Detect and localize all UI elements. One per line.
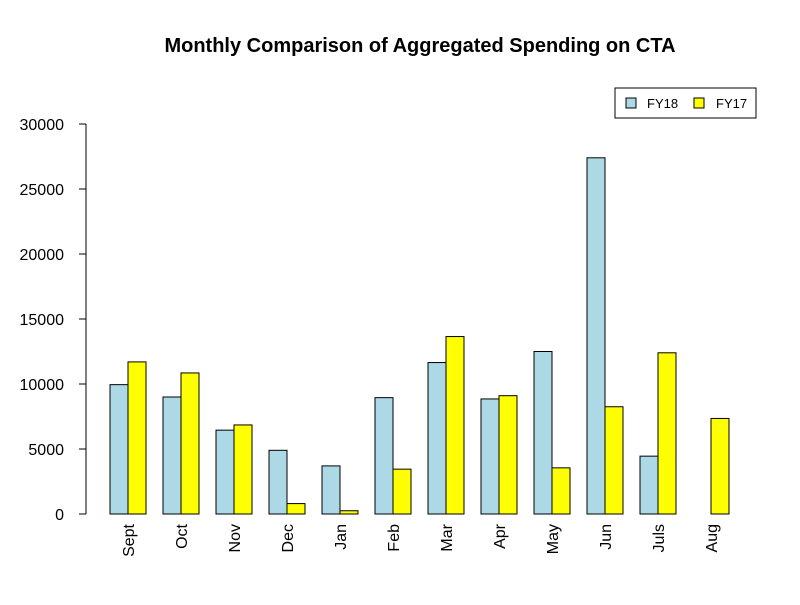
legend-box — [614, 87, 757, 119]
bar-fy18-jun — [586, 157, 606, 515]
bar-fy17-apr — [498, 395, 518, 515]
bar-fy17-sept — [127, 361, 147, 515]
x-tick-label-sept: Sept — [121, 523, 138, 556]
y-tick-label: 15000 — [20, 312, 65, 329]
bar-fy17-feb — [392, 468, 412, 515]
legend-swatch-fy17 — [693, 97, 705, 109]
x-tick-label-apr: Apr — [492, 523, 509, 549]
x-tick-label-jan: Jan — [333, 524, 350, 550]
x-tick-label-feb: Feb — [386, 524, 403, 552]
bar-fy18-feb — [374, 397, 394, 515]
x-tick-label-nov: Nov — [227, 524, 244, 552]
bar-fy17-oct — [180, 372, 200, 515]
bar-fy18-may — [533, 351, 553, 515]
x-tick-label-jun: Jun — [598, 524, 615, 550]
y-tick-label: 25000 — [20, 182, 65, 199]
bar-fy17-dec — [286, 503, 306, 515]
x-tick-label-juls: Juls — [651, 524, 668, 552]
y-tick-label: 5000 — [28, 442, 64, 459]
bar-fy18-dec — [268, 449, 288, 515]
x-tick-label-oct: Oct — [174, 523, 191, 548]
y-tick-label: 20000 — [20, 247, 65, 264]
bar-fy18-jan — [321, 465, 341, 515]
legend: FY18 FY17 — [614, 87, 757, 119]
x-tick-label-may: May — [545, 524, 562, 554]
bar-fy17-aug — [710, 417, 730, 515]
y-tick-label: 0 — [55, 507, 64, 524]
y-axis: 0 5000 10000 15000 20000 25000 30000 — [20, 117, 87, 524]
bar-fy17-nov — [233, 424, 253, 515]
legend-swatch-fy18 — [625, 97, 637, 109]
chart-title: Monthly Comparison of Aggregated Spendin… — [164, 35, 675, 57]
legend-label-fy17: FY17 — [716, 96, 747, 111]
bar-fy17-jan — [339, 510, 359, 515]
bar-fy17-may — [551, 467, 571, 515]
y-tick-label: 10000 — [20, 377, 65, 394]
x-tick-label-aug: Aug — [704, 524, 721, 552]
bar-fy18-mar — [427, 362, 447, 515]
bar-fy18-apr — [480, 398, 500, 515]
bar-fy17-juls — [657, 352, 677, 515]
legend-label-fy18: FY18 — [647, 96, 678, 111]
x-tick-label-dec: Dec — [280, 524, 297, 552]
bar-fy18-juls — [639, 455, 659, 515]
bar-fy18-sept — [109, 384, 129, 515]
bars — [109, 157, 730, 515]
bar-fy18-nov — [215, 429, 235, 515]
x-axis: Sept Oct Nov Dec Jan Feb Mar Apr May Jun Juls Aug — [121, 523, 721, 557]
bar-fy17-jun — [604, 406, 624, 515]
bar-fy18-oct — [162, 396, 182, 515]
x-tick-label-mar: Mar — [439, 523, 456, 551]
bar-fy17-mar — [445, 336, 465, 515]
y-tick-label: 30000 — [20, 117, 65, 134]
